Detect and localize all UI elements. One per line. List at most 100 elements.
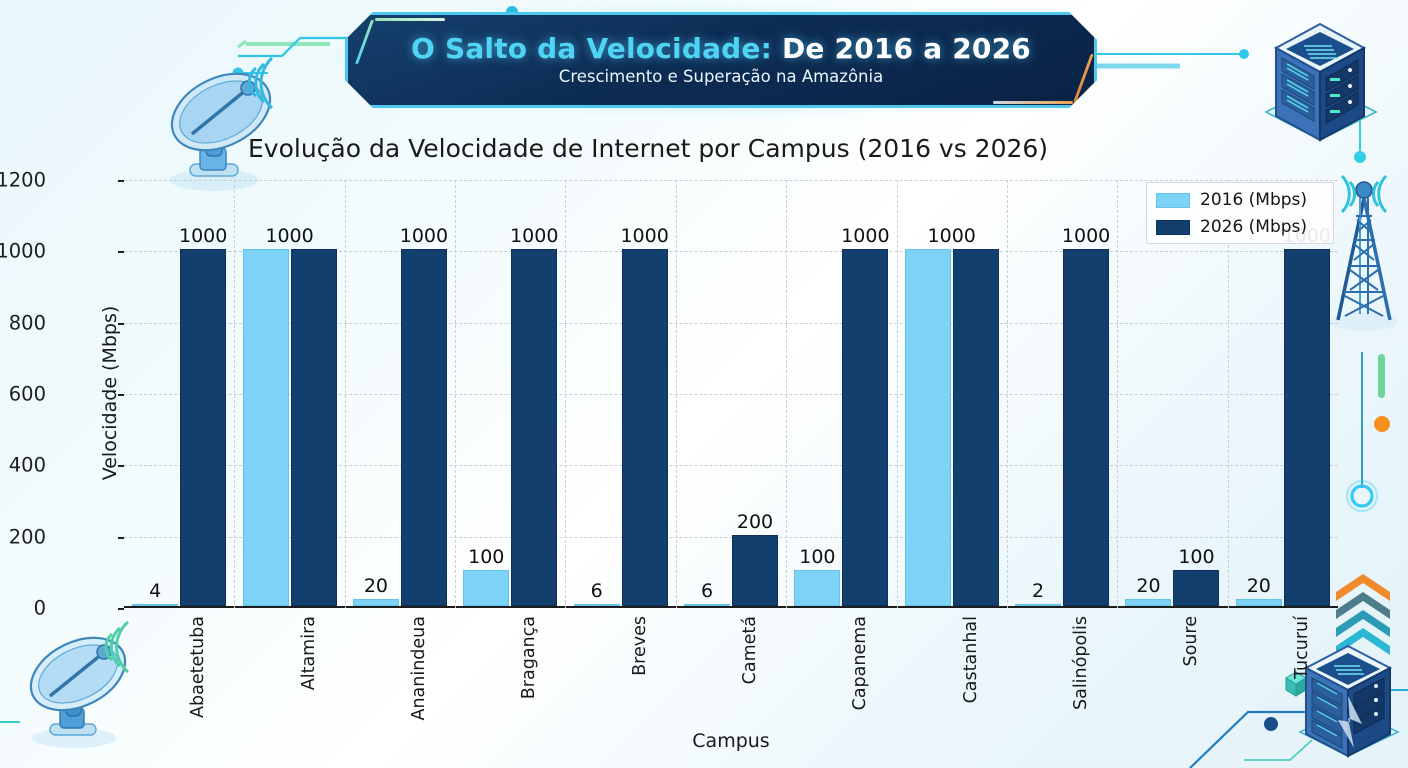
bar-2016 (1235, 598, 1282, 606)
y-tick-mark (118, 608, 124, 610)
title-banner: O Salto da Velocidade: De 2016 a 2026 Cr… (331, 2, 1111, 118)
bar-2016 (684, 603, 730, 606)
legend-item-2026: 2026 (Mbps) (1156, 217, 1324, 237)
x-tick-label: Soure (1181, 616, 1202, 667)
bar-2026 (1173, 570, 1220, 606)
banner-title-primary: O Salto da Velocidade: (411, 32, 772, 66)
bar-value-label: 1000 (399, 225, 449, 248)
legend-item-2016: 2016 (Mbps) (1156, 190, 1324, 210)
chart-plot-area: Velocidade (Mbps) 0 200 400 600 800 1000 1200 4… (0, 169, 1338, 620)
y-gridline (124, 536, 1338, 538)
x-gridline (565, 180, 567, 608)
bar-value-label: 4 (149, 579, 162, 602)
bar-value-label: 100 (468, 546, 505, 569)
y-gridline (124, 394, 1338, 395)
y-tick-label: 1200 (0, 168, 46, 192)
bar-2016 (463, 570, 510, 606)
chart-legend: 2016 (Mbps) 2026 (Mbps) (1146, 182, 1334, 244)
bar-value-label: 1000 (927, 225, 976, 248)
y-tick-mark (118, 394, 124, 396)
bar-2026 (180, 249, 227, 606)
bar-value-label: 1000 (265, 225, 314, 248)
x-tick-label: Capanema (850, 616, 871, 711)
bar-2016 (242, 249, 289, 606)
bar-2026 (621, 249, 668, 606)
legend-label-2016: 2016 (Mbps) (1200, 190, 1308, 210)
bar-value-label: 1000 (178, 225, 228, 248)
x-axis-label: Campus (692, 730, 770, 752)
x-tick-label: Castanhal (960, 616, 981, 704)
x-tick-label: Cametá (740, 616, 760, 685)
y-tick-label: 400 (8, 453, 46, 477)
x-gridline (234, 180, 236, 608)
banner-accent-orange-bar (993, 101, 1073, 104)
y-gridline (124, 251, 1338, 253)
bar-value-label: 6 (700, 579, 714, 602)
banner-accent-green-bar (375, 18, 445, 21)
y-gridline (124, 465, 1338, 467)
y-tick-label: 0 (33, 596, 46, 620)
x-gridline (786, 180, 788, 608)
y-gridline (124, 180, 1338, 181)
legend-label-2026: 2026 (Mbps) (1200, 217, 1308, 237)
bar-2026 (1283, 249, 1330, 606)
bar-value-label: 100 (799, 546, 836, 569)
bar-2016 (132, 603, 179, 606)
bar-2026 (290, 249, 337, 606)
x-gridline (455, 180, 457, 608)
x-tick-label: Ananindeua (408, 616, 429, 721)
x-tick-label: Abaetetuba (188, 616, 209, 718)
bar-2016 (1015, 603, 1062, 606)
bar-2026 (732, 534, 778, 606)
y-gridline (124, 322, 1338, 324)
y-tick-mark (118, 322, 124, 325)
legend-swatch-2026 (1156, 219, 1190, 235)
bar-value-label: 6 (590, 579, 603, 602)
x-gridline (896, 180, 898, 608)
y-axis-label: Velocidade (Mbps) (99, 305, 121, 481)
bar-2016 (573, 603, 620, 606)
y-tick-mark (118, 465, 124, 468)
bar-2026 (842, 249, 889, 606)
bar-2026 (1063, 249, 1110, 606)
legend-swatch-2016 (1156, 192, 1190, 208)
bar-2026 (511, 249, 558, 606)
bar-2026 (952, 249, 999, 606)
x-gridline (344, 180, 346, 608)
x-tick-label: Salinópolis (1071, 616, 1092, 711)
y-tick-label: 800 (8, 311, 46, 335)
bar-value-label: 100 (1178, 546, 1215, 569)
x-tick-label: Altamira (298, 616, 319, 691)
bar-value-label: 20 (1136, 574, 1161, 597)
bar-2026 (400, 249, 447, 606)
x-gridline (1117, 180, 1119, 608)
bar-value-label: 1000 (1061, 225, 1111, 248)
x-gridline (1227, 180, 1229, 608)
bar-value-label: 1000 (841, 225, 890, 248)
x-tick-label: Bragança (519, 616, 540, 700)
bar-value-label: 1000 (510, 225, 559, 248)
x-gridline (1006, 180, 1008, 608)
banner-body: O Salto da Velocidade: De 2016 a 2026 Cr… (345, 12, 1097, 108)
bar-2016 (352, 598, 399, 606)
bar-value-label: 200 (736, 510, 774, 533)
y-tick-label: 200 (8, 525, 46, 549)
y-tick-mark (118, 536, 124, 539)
chevron-up-stack-icon (1336, 574, 1390, 655)
bar-value-label: 20 (1246, 574, 1271, 597)
chart-title: Evolução da Velocidade de Internet por C… (248, 134, 1049, 163)
bar-2016 (904, 249, 951, 606)
bar-value-label: 1000 (620, 225, 669, 248)
banner-title-secondary: De 2016 a 2026 (772, 32, 1031, 66)
bar-value-label: 2 (1032, 579, 1045, 602)
x-tick-label: Breves (629, 616, 650, 676)
bar-value-label: 20 (363, 574, 388, 597)
y-tick-label: 600 (8, 382, 46, 406)
banner-subtitle: Crescimento e Superação na Amazônia (558, 66, 884, 86)
banner-title: O Salto da Velocidade: De 2016 a 2026 (411, 32, 1031, 66)
bar-2016 (1125, 598, 1172, 606)
y-tick-label: 1000 (0, 239, 46, 263)
banner-border (345, 12, 1097, 108)
x-gridline (675, 180, 677, 608)
bar-2016 (794, 570, 841, 606)
